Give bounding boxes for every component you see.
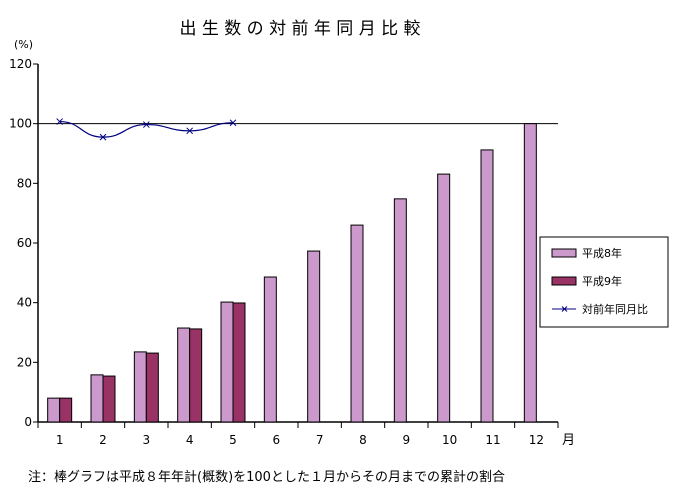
legend-swatch (551, 248, 577, 258)
bar-平成8年-5 (220, 301, 234, 423)
chart-title: 出 生 数 の 対 前 年 同 月 比 較 (179, 19, 420, 39)
x-tick-label: 12 (529, 433, 544, 447)
bar-平成8年-4 (177, 327, 191, 423)
x-tick-label: 5 (229, 433, 237, 447)
legend-label: 平成8年 (582, 246, 622, 260)
bar-平成8年-7 (307, 250, 321, 423)
bar-平成8年-2 (90, 374, 104, 423)
x-tick-label: 3 (143, 433, 151, 447)
x-tick-label: 4 (186, 433, 194, 447)
x-tick-label: 2 (99, 433, 107, 447)
bar-平成8年-9 (393, 198, 407, 423)
y-tick-label: 100 (9, 117, 32, 131)
bar-平成8年-12 (523, 123, 537, 423)
line-marker (142, 121, 150, 128)
bar-平成9年-3 (145, 352, 159, 423)
legend-label: 平成9年 (582, 274, 622, 288)
bar-平成9年-4 (189, 328, 203, 423)
y-tick-label: 0 (24, 415, 32, 429)
x-tick-label: 11 (485, 433, 500, 447)
y-tick-label: 120 (9, 57, 32, 71)
x-axis-label: 月 (562, 433, 575, 448)
bar-平成8年-10 (437, 173, 451, 423)
bar-平成8年-8 (350, 224, 364, 423)
y-tick-label: 40 (17, 296, 32, 310)
y-tick-label: 80 (17, 176, 32, 190)
bar-平成8年-3 (133, 351, 147, 423)
bar-平成8年-11 (480, 149, 494, 423)
bar-平成9年-1 (59, 397, 73, 423)
bar-平成9年-2 (102, 375, 116, 423)
line-marker (56, 118, 64, 125)
legend-label: 対前年同月比 (582, 302, 648, 316)
x-tick-label: 9 (403, 433, 411, 447)
bar-平成9年-5 (232, 302, 246, 423)
bar-平成8年-6 (263, 276, 277, 423)
y-tick-label: 20 (17, 355, 32, 369)
x-tick-label: 6 (273, 433, 281, 447)
line-marker (99, 133, 107, 141)
line-marker (229, 119, 237, 127)
x-tick-label: 7 (316, 433, 324, 447)
legend-swatch (551, 276, 577, 286)
legend-marker (561, 306, 568, 312)
bar-平成8年-1 (47, 397, 61, 423)
line-marker (186, 127, 194, 135)
x-tick-label: 8 (359, 433, 367, 447)
x-tick-label: 10 (442, 433, 457, 447)
chart-note: 注：棒グラフは平成８年年計(概数)を100とした１月からその月までの累計の割合 (28, 469, 505, 485)
y-axis-label: (%) (14, 38, 33, 51)
x-tick-label: 1 (56, 433, 64, 447)
y-tick-label: 60 (17, 236, 32, 250)
